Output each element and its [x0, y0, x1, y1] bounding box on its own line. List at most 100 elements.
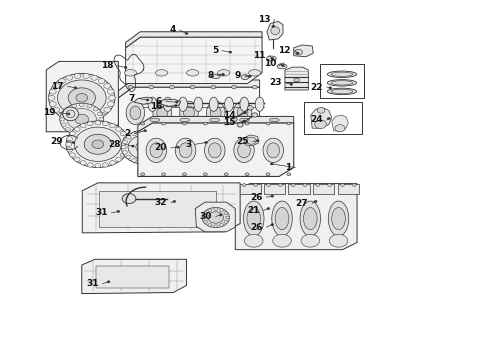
Circle shape	[60, 103, 104, 135]
Circle shape	[92, 140, 104, 149]
Circle shape	[72, 131, 77, 134]
Circle shape	[93, 127, 98, 131]
Circle shape	[328, 184, 331, 186]
Circle shape	[122, 150, 127, 154]
Circle shape	[149, 85, 154, 89]
Circle shape	[122, 140, 127, 144]
Circle shape	[107, 89, 114, 94]
Circle shape	[102, 121, 108, 126]
Circle shape	[74, 73, 81, 78]
Circle shape	[271, 58, 274, 60]
Ellipse shape	[180, 118, 190, 122]
Ellipse shape	[218, 69, 230, 76]
Circle shape	[70, 131, 75, 136]
Circle shape	[329, 87, 332, 89]
Polygon shape	[118, 80, 260, 98]
Polygon shape	[313, 184, 334, 194]
Circle shape	[49, 89, 56, 94]
Polygon shape	[311, 108, 332, 128]
Polygon shape	[82, 183, 240, 233]
Ellipse shape	[327, 88, 357, 95]
Text: 8: 8	[207, 71, 213, 80]
Circle shape	[203, 173, 207, 176]
Circle shape	[224, 220, 228, 223]
Circle shape	[315, 120, 326, 129]
Circle shape	[225, 216, 229, 219]
Text: 28: 28	[108, 140, 121, 149]
Circle shape	[61, 112, 66, 116]
Text: 31: 31	[95, 208, 108, 217]
Text: 7: 7	[128, 94, 135, 103]
Circle shape	[224, 173, 228, 176]
Circle shape	[95, 121, 101, 125]
Circle shape	[294, 49, 302, 55]
Circle shape	[208, 212, 223, 223]
Circle shape	[99, 117, 104, 121]
Ellipse shape	[209, 97, 218, 111]
Text: 14: 14	[222, 111, 235, 120]
Ellipse shape	[331, 72, 353, 76]
Circle shape	[162, 140, 167, 144]
Circle shape	[247, 106, 253, 110]
Circle shape	[107, 281, 110, 283]
Circle shape	[104, 107, 111, 112]
Circle shape	[128, 85, 133, 89]
Text: 26: 26	[250, 193, 263, 202]
Circle shape	[248, 75, 251, 77]
Text: 9: 9	[235, 71, 241, 80]
Circle shape	[146, 99, 149, 101]
Circle shape	[173, 201, 176, 203]
Circle shape	[266, 173, 270, 176]
Ellipse shape	[155, 69, 168, 76]
Ellipse shape	[210, 118, 220, 122]
Circle shape	[123, 148, 129, 152]
Circle shape	[59, 112, 65, 117]
Polygon shape	[125, 32, 262, 48]
Circle shape	[220, 209, 223, 212]
Ellipse shape	[126, 101, 145, 125]
Ellipse shape	[245, 234, 263, 247]
Ellipse shape	[211, 74, 220, 78]
Circle shape	[176, 146, 179, 148]
Circle shape	[131, 145, 134, 147]
Circle shape	[290, 83, 293, 85]
Circle shape	[74, 127, 80, 131]
Bar	[304, 102, 362, 134]
Circle shape	[316, 184, 320, 186]
Circle shape	[121, 145, 126, 149]
Circle shape	[219, 214, 222, 216]
Ellipse shape	[179, 143, 192, 158]
Circle shape	[49, 102, 56, 107]
Text: 30: 30	[199, 212, 212, 221]
Circle shape	[208, 224, 212, 226]
Ellipse shape	[267, 56, 276, 61]
Circle shape	[87, 131, 92, 134]
Circle shape	[116, 127, 122, 131]
Circle shape	[98, 112, 102, 116]
Ellipse shape	[237, 106, 248, 120]
Text: 2: 2	[124, 129, 130, 138]
Circle shape	[327, 117, 330, 120]
Ellipse shape	[153, 101, 172, 125]
Ellipse shape	[277, 64, 287, 69]
Ellipse shape	[208, 143, 221, 158]
Circle shape	[341, 184, 344, 186]
Circle shape	[211, 85, 216, 89]
Circle shape	[109, 95, 116, 100]
Text: 31: 31	[86, 279, 99, 288]
Circle shape	[83, 117, 90, 122]
Circle shape	[98, 112, 105, 117]
Ellipse shape	[233, 101, 252, 125]
Circle shape	[144, 130, 147, 132]
Circle shape	[91, 75, 98, 80]
Circle shape	[162, 150, 167, 154]
Ellipse shape	[175, 138, 196, 162]
Ellipse shape	[146, 138, 167, 162]
Circle shape	[287, 173, 291, 176]
Polygon shape	[235, 184, 357, 249]
Text: 24: 24	[310, 116, 323, 125]
Circle shape	[66, 121, 129, 167]
Circle shape	[72, 141, 75, 144]
Circle shape	[48, 95, 55, 100]
Circle shape	[123, 136, 129, 141]
